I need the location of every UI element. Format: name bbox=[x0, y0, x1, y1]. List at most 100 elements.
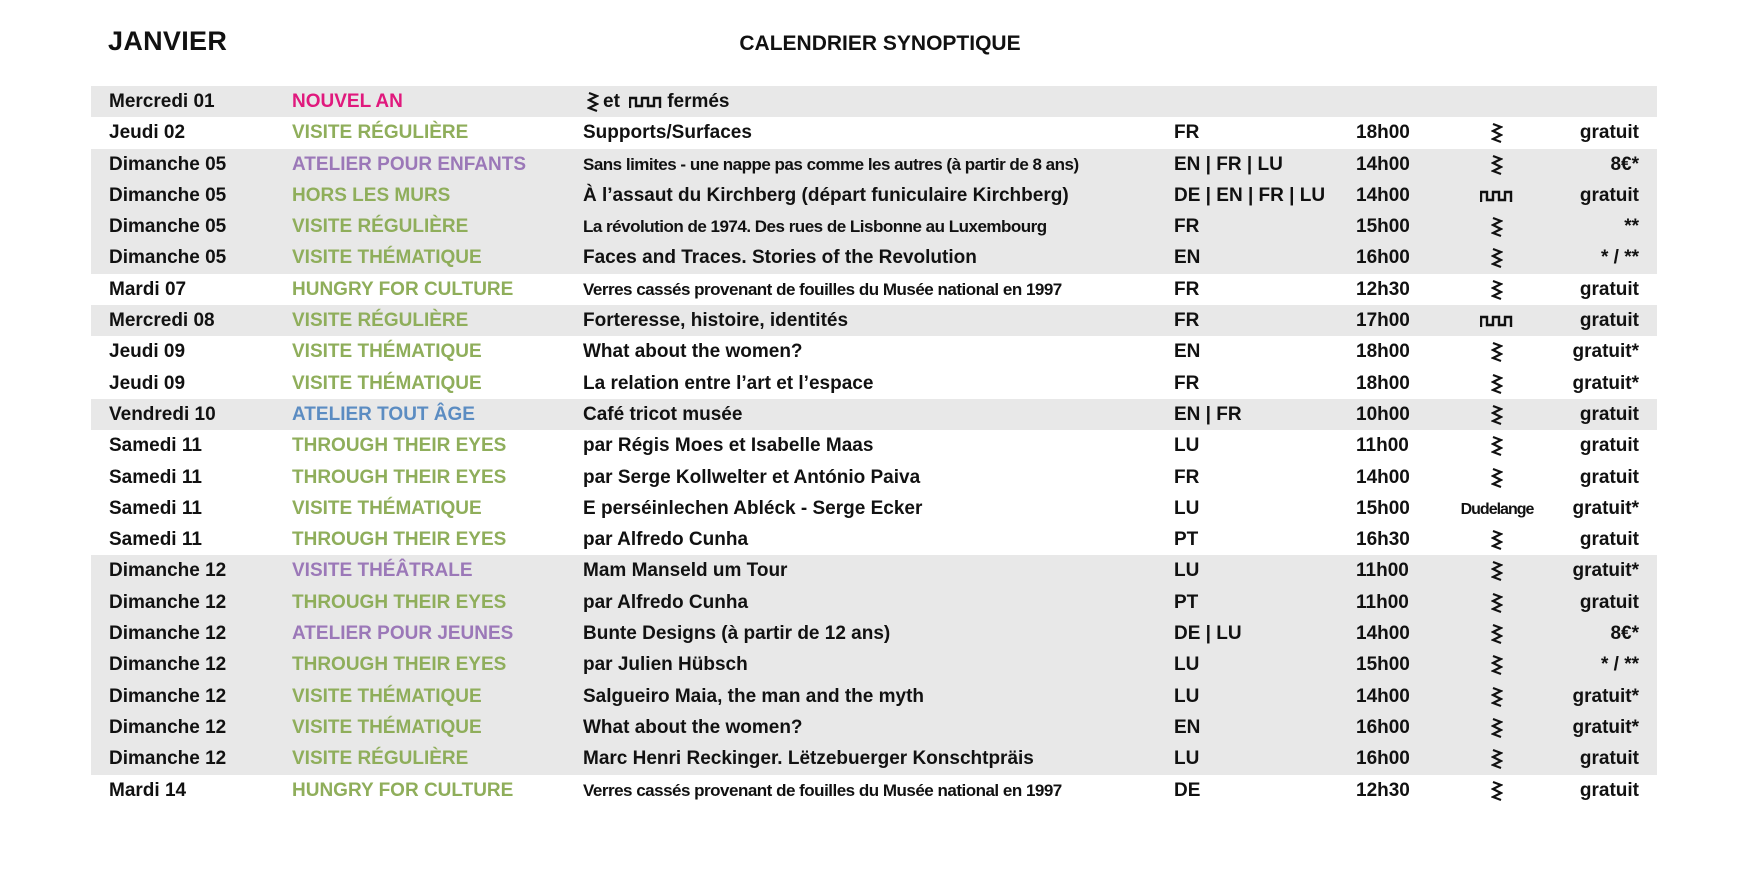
zigzag-icon bbox=[1490, 404, 1504, 425]
table-row-closed: Mercredi 01 NOUVEL AN et fermés bbox=[91, 86, 1657, 118]
row-location bbox=[1457, 618, 1537, 649]
row-price: ** bbox=[1624, 216, 1639, 238]
row-location bbox=[1457, 775, 1537, 806]
row-language: LU bbox=[1174, 654, 1200, 676]
square-wave-icon bbox=[1479, 310, 1514, 331]
row-desc: Mam Manseld um Tour bbox=[583, 560, 788, 582]
row-desc: Supports/Surfaces bbox=[583, 122, 752, 144]
zigzag-icon bbox=[1490, 154, 1504, 175]
row-desc: La révolution de 1974. Des rues de Lisbo… bbox=[583, 217, 1047, 237]
row-price: gratuit bbox=[1579, 529, 1639, 551]
row-price: gratuit* bbox=[1572, 685, 1640, 707]
row-location: Dudelange bbox=[1457, 493, 1537, 525]
row-type: VISITE RÉGULIÈRE bbox=[292, 216, 469, 238]
row-desc: par Alfredo Cunha bbox=[583, 529, 749, 551]
row-location bbox=[1457, 242, 1537, 273]
row-location bbox=[1457, 149, 1537, 180]
square-wave-icon bbox=[1479, 185, 1514, 206]
row-date: Vendredi 10 bbox=[109, 403, 216, 425]
row-time: 15h00 bbox=[1356, 497, 1410, 519]
row-time: 11h00 bbox=[1356, 591, 1409, 613]
table-row: Dimanche 05 VISITE THÉMATIQUE Faces and Tr… bbox=[91, 242, 1657, 274]
row-type: ATELIER POUR ENFANTS bbox=[292, 153, 526, 175]
zigzag-icon bbox=[1490, 467, 1504, 488]
row-location bbox=[1457, 399, 1537, 430]
row-time: 18h00 bbox=[1356, 122, 1410, 144]
row-price: gratuit bbox=[1579, 403, 1639, 425]
zigzag-icon bbox=[1490, 654, 1504, 676]
row-time: 15h00 bbox=[1356, 654, 1410, 676]
row-time: 16h00 bbox=[1356, 716, 1410, 738]
row-date: Dimanche 12 bbox=[109, 716, 227, 738]
row-location bbox=[1457, 180, 1537, 211]
table-row: Dimanche 05 HORS LES MURS À l’assaut du Ki… bbox=[91, 179, 1657, 212]
zigzag-icon bbox=[1490, 247, 1504, 269]
row-price: gratuit* bbox=[1572, 497, 1640, 519]
row-date: Dimanche 05 bbox=[109, 216, 227, 238]
row-desc: Faces and Traces. Stories of the Revolut… bbox=[583, 247, 977, 269]
row-type: VISITE THÉMATIQUE bbox=[292, 497, 482, 519]
row-language: LU bbox=[1174, 748, 1200, 770]
row-desc: What about the women? bbox=[583, 716, 803, 738]
row-date: Dimanche 12 bbox=[109, 623, 227, 645]
row-language: DE | LU bbox=[1174, 623, 1242, 645]
zigzag-icon bbox=[1490, 717, 1504, 738]
row-price: * / ** bbox=[1600, 247, 1639, 269]
row-language: DE bbox=[1174, 779, 1201, 801]
row-type: HUNGRY FOR CULTURE bbox=[292, 779, 514, 801]
row-type: VISITE THÉMATIQUE bbox=[292, 685, 482, 707]
row-time: 14h00 bbox=[1356, 153, 1410, 175]
row-date: Samedi 11 bbox=[109, 435, 202, 457]
row-date: Dimanche 12 bbox=[109, 685, 227, 707]
row-language: DE | EN | FR | LU bbox=[1174, 184, 1326, 206]
row-time: 16h00 bbox=[1356, 748, 1410, 770]
row-time: 11h00 bbox=[1356, 560, 1409, 582]
row-date: Jeudi 09 bbox=[109, 372, 186, 394]
row-price: gratuit* bbox=[1572, 341, 1640, 363]
row-type: VISITE THÉMATIQUE bbox=[292, 716, 482, 738]
row-desc: Verres cassés provenant de fouilles du M… bbox=[583, 279, 1062, 299]
row-language: FR bbox=[1174, 310, 1200, 332]
table-row: Samedi 11 THROUGH THEIR EYES par Régis Moe… bbox=[91, 430, 1657, 461]
row-type: ATELIER POUR JEUNES bbox=[292, 623, 514, 645]
row-date: Jeudi 09 bbox=[109, 341, 186, 363]
row-date: Jeudi 02 bbox=[109, 122, 186, 144]
row-date: Dimanche 12 bbox=[109, 654, 227, 676]
row-price: gratuit bbox=[1579, 591, 1639, 613]
row-price: gratuit* bbox=[1572, 716, 1640, 738]
row-time: 12h30 bbox=[1356, 779, 1410, 801]
row-desc: par Serge Kollwelter et António Paiva bbox=[583, 466, 921, 488]
square-wave-icon bbox=[628, 86, 663, 117]
row-time: 14h00 bbox=[1356, 623, 1410, 645]
zigzag-icon bbox=[586, 86, 600, 117]
row-location bbox=[1457, 211, 1537, 242]
table-row: Dimanche 12 VISITE THÉMATIQUE Salgueiro Ma… bbox=[91, 680, 1657, 712]
table-row: Dimanche 05 ATELIER POUR ENFANTS Sans limi… bbox=[91, 148, 1657, 180]
row-location bbox=[1457, 743, 1537, 774]
row-price: gratuit bbox=[1579, 184, 1639, 206]
row-type: THROUGH THEIR EYES bbox=[292, 529, 507, 551]
zigzag-icon bbox=[1490, 341, 1504, 363]
row-type: THROUGH THEIR EYES bbox=[292, 466, 507, 488]
row-date: Mardi 07 bbox=[109, 278, 187, 300]
row-language: EN | FR | LU bbox=[1174, 153, 1283, 175]
zigzag-icon bbox=[1490, 279, 1504, 300]
row-price: gratuit bbox=[1579, 278, 1639, 300]
row-date: Dimanche 05 bbox=[109, 184, 227, 206]
row-language: EN bbox=[1174, 716, 1201, 738]
row-desc: Sans limites - une nappe pas comme les a… bbox=[583, 154, 1079, 174]
row-price: 8€* bbox=[1610, 153, 1639, 175]
table-row: Mercredi 08 VISITE RÉGULIÈRE Forteresse, h… bbox=[91, 305, 1657, 337]
row-location bbox=[1457, 430, 1537, 461]
row-time: 14h00 bbox=[1356, 184, 1410, 206]
table-row: Dimanche 12 VISITE THÉMATIQUE What about t… bbox=[91, 711, 1657, 744]
table-row: Mardi 07 HUNGRY FOR CULTURE Verres cassés … bbox=[91, 274, 1657, 305]
row-type: VISITE THÉMATIQUE bbox=[292, 247, 482, 269]
zigzag-icon bbox=[1490, 373, 1504, 394]
row-type: HUNGRY FOR CULTURE bbox=[292, 278, 514, 300]
row-time: 18h00 bbox=[1356, 372, 1410, 394]
row-price: gratuit* bbox=[1572, 560, 1640, 582]
row-time: 16h30 bbox=[1356, 529, 1410, 551]
row-desc: Marc Henri Reckinger. Lëtzebuerger Konsc… bbox=[583, 748, 1034, 770]
table-row: Jeudi 09 VISITE THÉMATIQUE What about the … bbox=[91, 336, 1657, 367]
